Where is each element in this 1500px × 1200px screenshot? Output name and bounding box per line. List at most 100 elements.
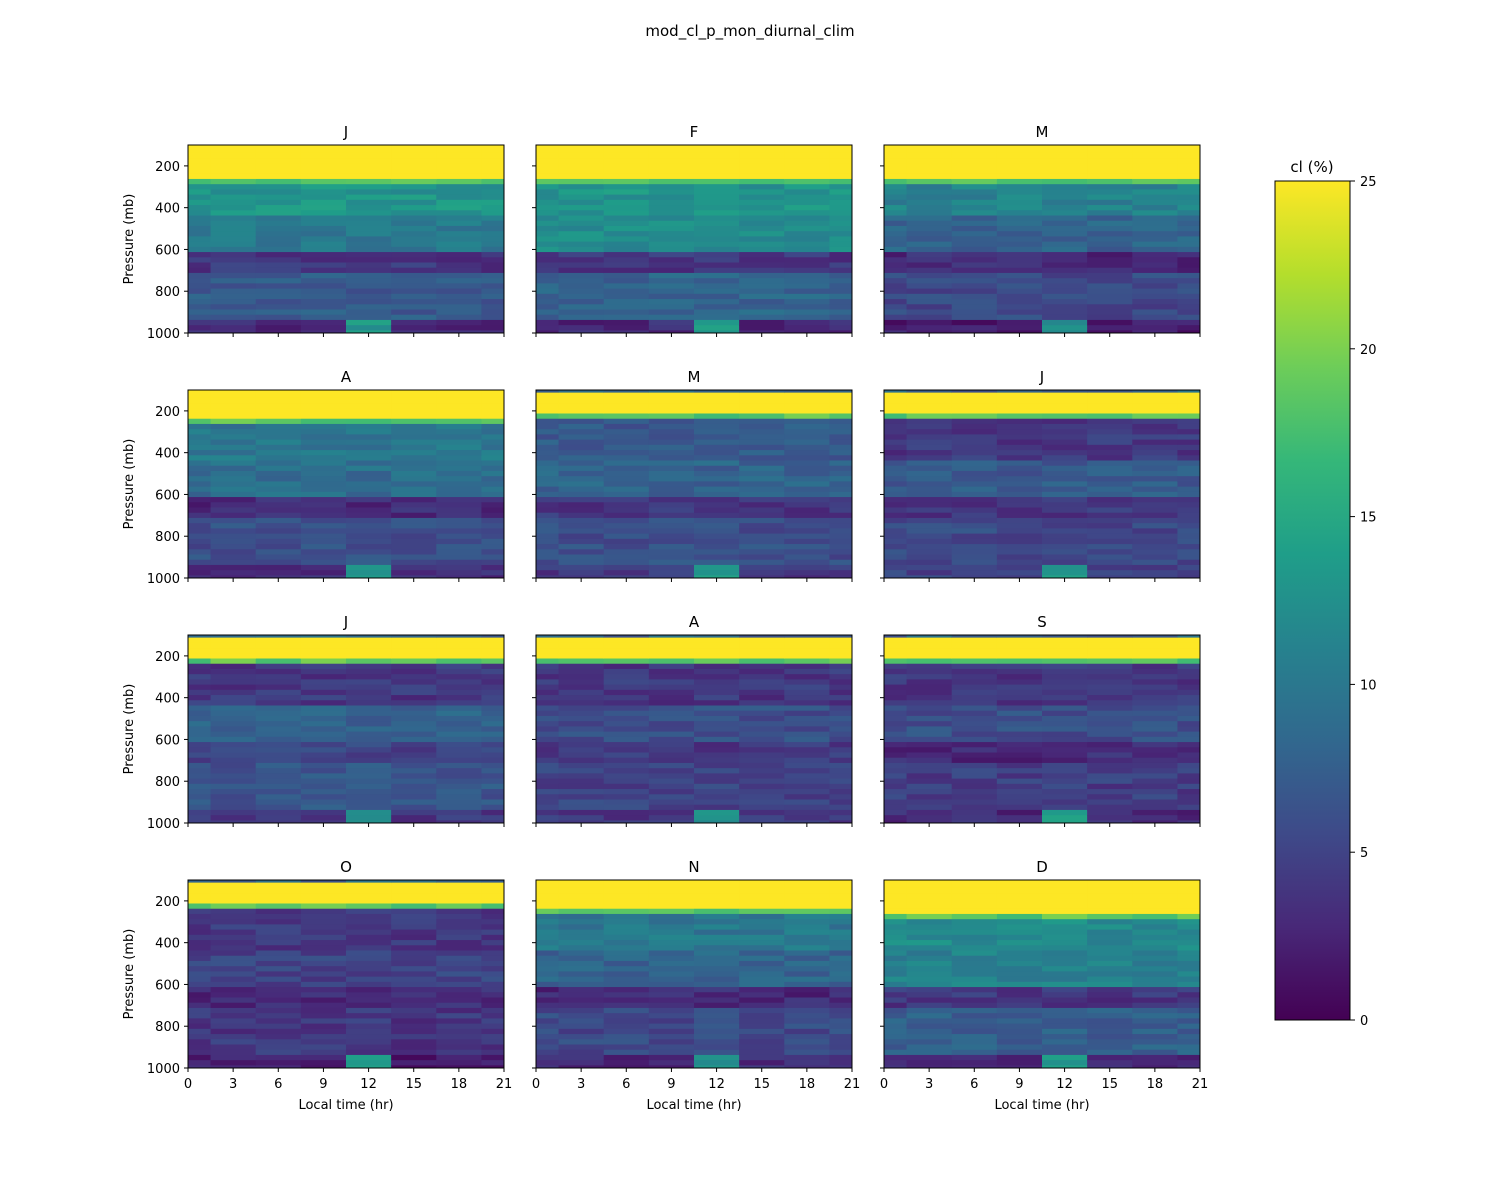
heatmap-cell — [300, 429, 347, 435]
heatmap-cell — [210, 272, 257, 279]
heatmap-cell — [1042, 538, 1088, 545]
heatmap-cell — [481, 981, 505, 988]
heatmap-cell — [1087, 184, 1133, 190]
heatmap-cell — [739, 507, 785, 514]
heatmap-cell — [300, 434, 347, 441]
heatmap-cell — [1132, 173, 1178, 180]
heatmap-cell — [558, 549, 605, 555]
heatmap-cell — [536, 642, 560, 649]
heatmap-cell — [1087, 283, 1133, 290]
heatmap-cell — [300, 231, 347, 237]
heatmap-cell — [996, 955, 1043, 962]
heatmap-cell — [210, 178, 257, 185]
heatmap-cell — [951, 168, 998, 175]
heatmap-cell — [536, 554, 560, 561]
heatmap-cell — [1177, 413, 1201, 420]
heatmap-cell — [829, 225, 853, 232]
heatmap-cell — [346, 497, 392, 503]
heatmap-cell — [391, 205, 437, 211]
heatmap-cell — [391, 299, 437, 305]
heatmap-cell — [346, 293, 392, 300]
heatmap-cell — [346, 1002, 392, 1009]
heatmap-cell — [951, 705, 998, 712]
heatmap-cell — [346, 799, 392, 806]
heatmap-cell — [784, 635, 830, 639]
heatmap-cell — [884, 429, 908, 435]
heatmap-cell — [694, 773, 740, 780]
heatmap-cell — [536, 408, 560, 414]
heatmap-cell — [436, 919, 482, 925]
heatmap-cell — [481, 564, 505, 571]
heatmap-cell — [300, 778, 347, 785]
heatmap-cell — [391, 184, 437, 190]
heatmap-cell — [436, 272, 482, 279]
heatmap-cell — [210, 252, 257, 258]
heatmap-cell — [1177, 397, 1201, 404]
heatmap-cell — [346, 882, 392, 889]
heatmap-cell — [884, 538, 908, 545]
heatmap-cell — [1177, 1039, 1201, 1045]
heatmap-cell — [996, 945, 1043, 951]
heatmap-cell — [648, 794, 695, 800]
heatmap-cell — [1177, 523, 1201, 529]
heatmap-cell — [188, 497, 212, 503]
heatmap-cell — [558, 987, 605, 993]
heatmap-cell — [1087, 147, 1133, 154]
heatmap-cell — [1087, 773, 1133, 780]
heatmap-cell — [603, 491, 650, 498]
heatmap-cell — [694, 288, 740, 295]
heatmap-cell — [603, 231, 650, 237]
heatmap-cell — [536, 330, 560, 334]
heatmap-cell — [300, 1028, 347, 1035]
heatmap-cell — [996, 418, 1043, 425]
heatmap-cell — [648, 189, 695, 196]
heatmap-cell — [436, 278, 482, 284]
heatmap-cell — [255, 674, 302, 680]
heatmap-cell — [210, 1007, 257, 1014]
heatmap-cell — [829, 158, 853, 164]
heatmap-cell — [481, 330, 505, 334]
heatmap-cell — [739, 145, 785, 149]
heatmap-cell — [739, 147, 785, 154]
heatmap-cell — [481, 413, 505, 420]
heatmap-cell — [951, 293, 998, 300]
heatmap-cell — [481, 502, 505, 508]
heatmap-cell — [1042, 575, 1088, 579]
heatmap-cell — [884, 689, 908, 696]
heatmap-cell — [481, 1013, 505, 1019]
heatmap-cell — [906, 742, 953, 748]
heatmap-cell — [436, 429, 482, 435]
heatmap-cell — [694, 163, 740, 169]
heatmap-cell — [188, 330, 212, 334]
heatmap-cell — [188, 794, 212, 800]
heatmap-cell — [951, 236, 998, 243]
heatmap-cell — [884, 444, 908, 451]
heatmap-cell — [210, 189, 257, 196]
heatmap-cell — [1042, 168, 1088, 175]
heatmap-cell — [784, 809, 830, 816]
heatmap-cell — [906, 491, 953, 498]
heatmap-cell — [391, 168, 437, 175]
heatmap-cell — [906, 689, 953, 696]
heatmap-cell — [906, 418, 953, 425]
heatmap-cell — [739, 815, 785, 821]
heatmap-cell — [884, 455, 908, 461]
heatmap-cell — [951, 163, 998, 169]
heatmap-cell — [391, 903, 437, 910]
heatmap-cell — [884, 330, 908, 334]
heatmap-cell — [1132, 544, 1178, 550]
heatmap-cell — [784, 252, 830, 258]
heatmap-cell — [391, 528, 437, 535]
heatmap-cell — [300, 544, 347, 550]
heatmap-cell — [188, 455, 212, 461]
heatmap-cell — [558, 390, 605, 394]
x-tick-label: 21 — [844, 1077, 861, 1092]
heatmap-cell — [739, 882, 785, 889]
heatmap-cell — [951, 721, 998, 727]
heatmap-cell — [906, 747, 953, 753]
heatmap-cell — [996, 194, 1043, 201]
heatmap-cell — [739, 762, 785, 769]
heatmap-cell — [391, 314, 437, 321]
heatmap-cell — [648, 945, 695, 951]
heatmap-cell — [951, 460, 998, 467]
